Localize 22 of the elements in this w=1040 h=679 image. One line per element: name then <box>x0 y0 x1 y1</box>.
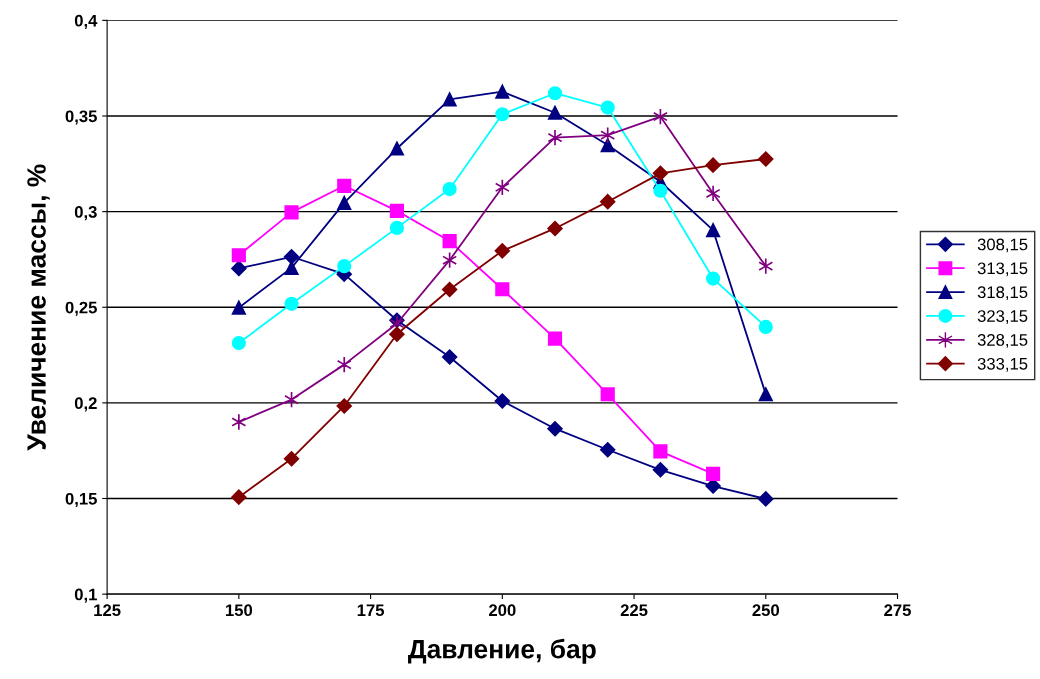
x-tick-label: 150 <box>226 604 253 617</box>
x-tick-label: 175 <box>357 604 385 617</box>
legend-label: 308,15 <box>977 238 1028 253</box>
x-axis-title: Давление, бар <box>408 638 596 664</box>
y-tick-label: 0,2 <box>74 397 97 412</box>
legend-label: 323,15 <box>977 310 1028 324</box>
y-tick-label: 0,1 <box>74 588 97 603</box>
x-tick-label: 125 <box>94 604 121 617</box>
legend-label: 333,15 <box>977 357 1028 372</box>
y-tick-label: 0,3 <box>74 206 97 221</box>
y-tick-label: 0,25 <box>65 301 97 316</box>
y-axis-title: Увеличение массы, % <box>27 164 50 451</box>
legend-label: 328,15 <box>977 334 1028 348</box>
x-tick-label: 200 <box>489 604 516 617</box>
y-tick-label: 0,15 <box>65 492 97 508</box>
x-tick-label: 225 <box>620 604 648 617</box>
legend-label: 318,15 <box>977 286 1028 301</box>
x-tick-label: 250 <box>752 604 780 617</box>
y-tick-label: 0,35 <box>65 110 97 125</box>
x-tick-label: 275 <box>884 604 911 617</box>
legend-label: 313,15 <box>977 262 1028 277</box>
y-tick-label: 0,4 <box>74 14 98 29</box>
